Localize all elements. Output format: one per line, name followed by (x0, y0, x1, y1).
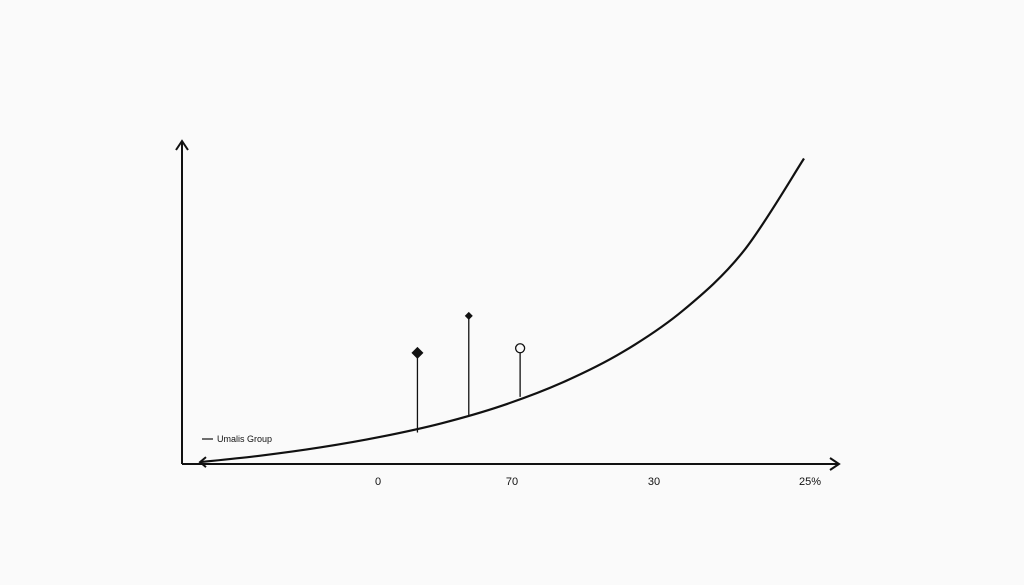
x-tick-label-0: 0 (375, 476, 381, 488)
series-layer (198, 157, 805, 468)
marker-layer (411, 311, 526, 433)
x-tick-label-1: 70 (506, 476, 518, 488)
series-line-0 (199, 157, 805, 464)
y-axis-arrowhead (175, 139, 189, 151)
marker-diamond-0 (411, 346, 424, 359)
chart-axes (175, 139, 841, 471)
x-tick-labels: 0 70 30 25% (375, 476, 821, 488)
x-tick-label-2: 30 (648, 476, 660, 488)
legend-label: Umalis Group (217, 434, 272, 444)
marker-circle-2 (514, 343, 526, 354)
x-axis-arrowhead (829, 457, 841, 471)
series-start-arrowhead-0 (198, 456, 207, 468)
marker-dot-1 (464, 311, 473, 320)
legend: Umalis Group (202, 434, 272, 444)
x-tick-label-3: 25% (799, 476, 821, 488)
